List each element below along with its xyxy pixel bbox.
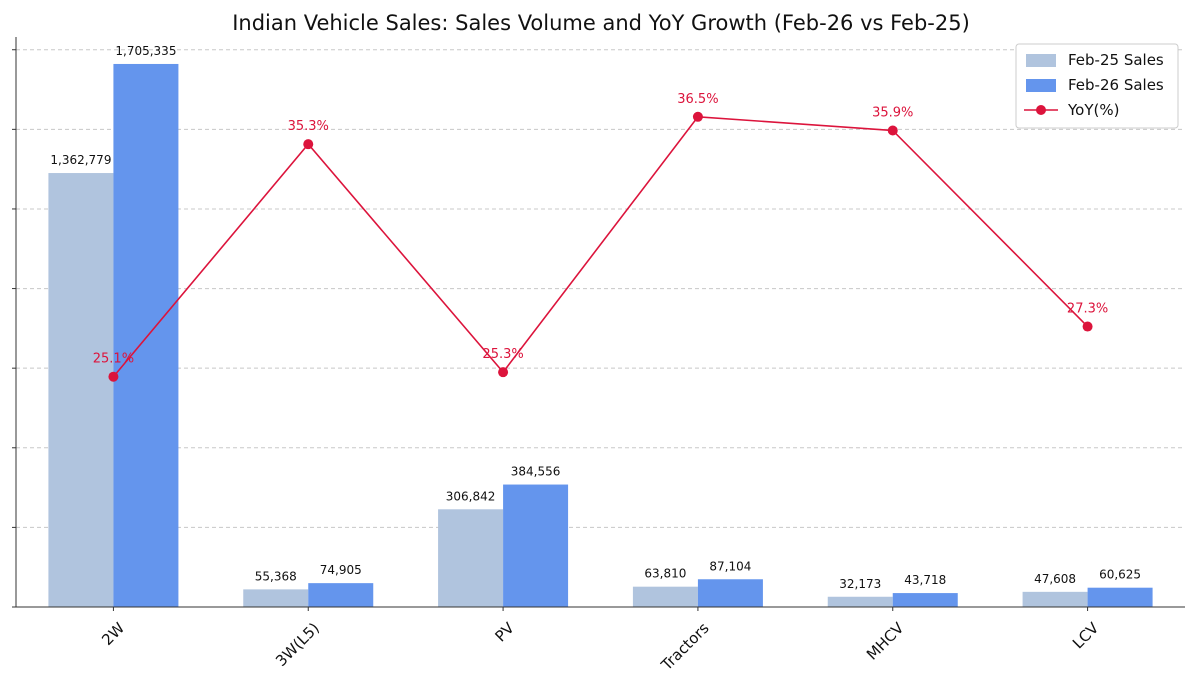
bar-feb25 bbox=[1022, 591, 1088, 607]
x-tick-label: 2W bbox=[98, 619, 128, 649]
bar-feb26 bbox=[892, 593, 958, 607]
legend-marker bbox=[1036, 105, 1046, 115]
legend: Feb-25 Sales Feb-26 Sales YoY(%) bbox=[1015, 43, 1179, 129]
yoy-point bbox=[1082, 321, 1093, 332]
yoy-value-label: 25.3% bbox=[482, 347, 523, 362]
yoy-series-line bbox=[112, 115, 1089, 378]
yoy-value-label: 36.5% bbox=[677, 92, 718, 107]
axes bbox=[12, 37, 1185, 611]
bars bbox=[48, 63, 1153, 608]
bar-value-label: 74,905 bbox=[320, 563, 362, 577]
bar-value-label: 63,810 bbox=[644, 567, 686, 581]
bar-feb25 bbox=[243, 589, 309, 607]
x-tick-label: PV bbox=[491, 619, 518, 646]
yoy-point bbox=[108, 371, 119, 382]
chart-title: Indian Vehicle Sales: Sales Volume and Y… bbox=[232, 11, 970, 35]
yoy-point bbox=[498, 367, 509, 378]
yoy-point bbox=[303, 139, 314, 150]
bar-feb26 bbox=[308, 583, 374, 607]
yoy-value-label: 25.1% bbox=[93, 352, 134, 367]
bar-value-label: 1,705,335 bbox=[115, 44, 176, 58]
bar-feb25 bbox=[438, 509, 504, 607]
legend-label: YoY(%) bbox=[1067, 101, 1119, 119]
yoy-value-label: 35.3% bbox=[288, 119, 329, 134]
legend-box bbox=[1015, 43, 1179, 129]
yoy-value-label: 27.3% bbox=[1067, 302, 1108, 317]
bar-feb25 bbox=[632, 586, 698, 607]
x-tick-label: 3W(L5) bbox=[272, 619, 323, 670]
x-tick-label: LCV bbox=[1069, 619, 1103, 653]
gridlines bbox=[16, 49, 1185, 528]
legend-label: Feb-25 Sales bbox=[1068, 51, 1164, 69]
bar-value-label: 87,104 bbox=[709, 559, 751, 573]
legend-swatch bbox=[1026, 79, 1056, 92]
yoy-line: 25.1% 35.3% 25.3% 36.5% 35.9% 27.3% bbox=[93, 92, 1108, 382]
bar-feb26 bbox=[697, 579, 763, 607]
x-tick-labels: 2W 3W(L5) PV Tractors MHCV LCV bbox=[98, 619, 1103, 675]
x-tick-label: MHCV bbox=[863, 619, 908, 664]
legend-label: Feb-26 Sales bbox=[1068, 76, 1164, 94]
x-tick-label: Tractors bbox=[657, 619, 713, 675]
bar-value-labels: 1,362,779 1,705,335 55,368 74,905 306,842 384… bbox=[50, 44, 1141, 591]
bar-value-label: 306,842 bbox=[446, 489, 496, 503]
bar-value-label: 60,625 bbox=[1099, 568, 1141, 582]
bar-feb26 bbox=[113, 63, 179, 607]
bar-feb26 bbox=[503, 484, 569, 607]
bar-value-label: 384,556 bbox=[511, 465, 561, 479]
bar-feb25 bbox=[827, 596, 893, 607]
yoy-point bbox=[887, 125, 898, 136]
bar-value-label: 47,608 bbox=[1034, 572, 1076, 586]
bar-value-label: 55,368 bbox=[255, 569, 297, 583]
bar-feb25 bbox=[48, 173, 114, 608]
bar-value-label: 43,718 bbox=[904, 573, 946, 587]
yoy-point bbox=[692, 111, 703, 122]
bar-value-label: 32,173 bbox=[839, 577, 881, 591]
bar-value-label: 1,362,779 bbox=[50, 153, 111, 167]
legend-swatch bbox=[1026, 54, 1056, 67]
yoy-value-label: 35.9% bbox=[872, 105, 913, 120]
bar-feb26 bbox=[1087, 587, 1153, 607]
